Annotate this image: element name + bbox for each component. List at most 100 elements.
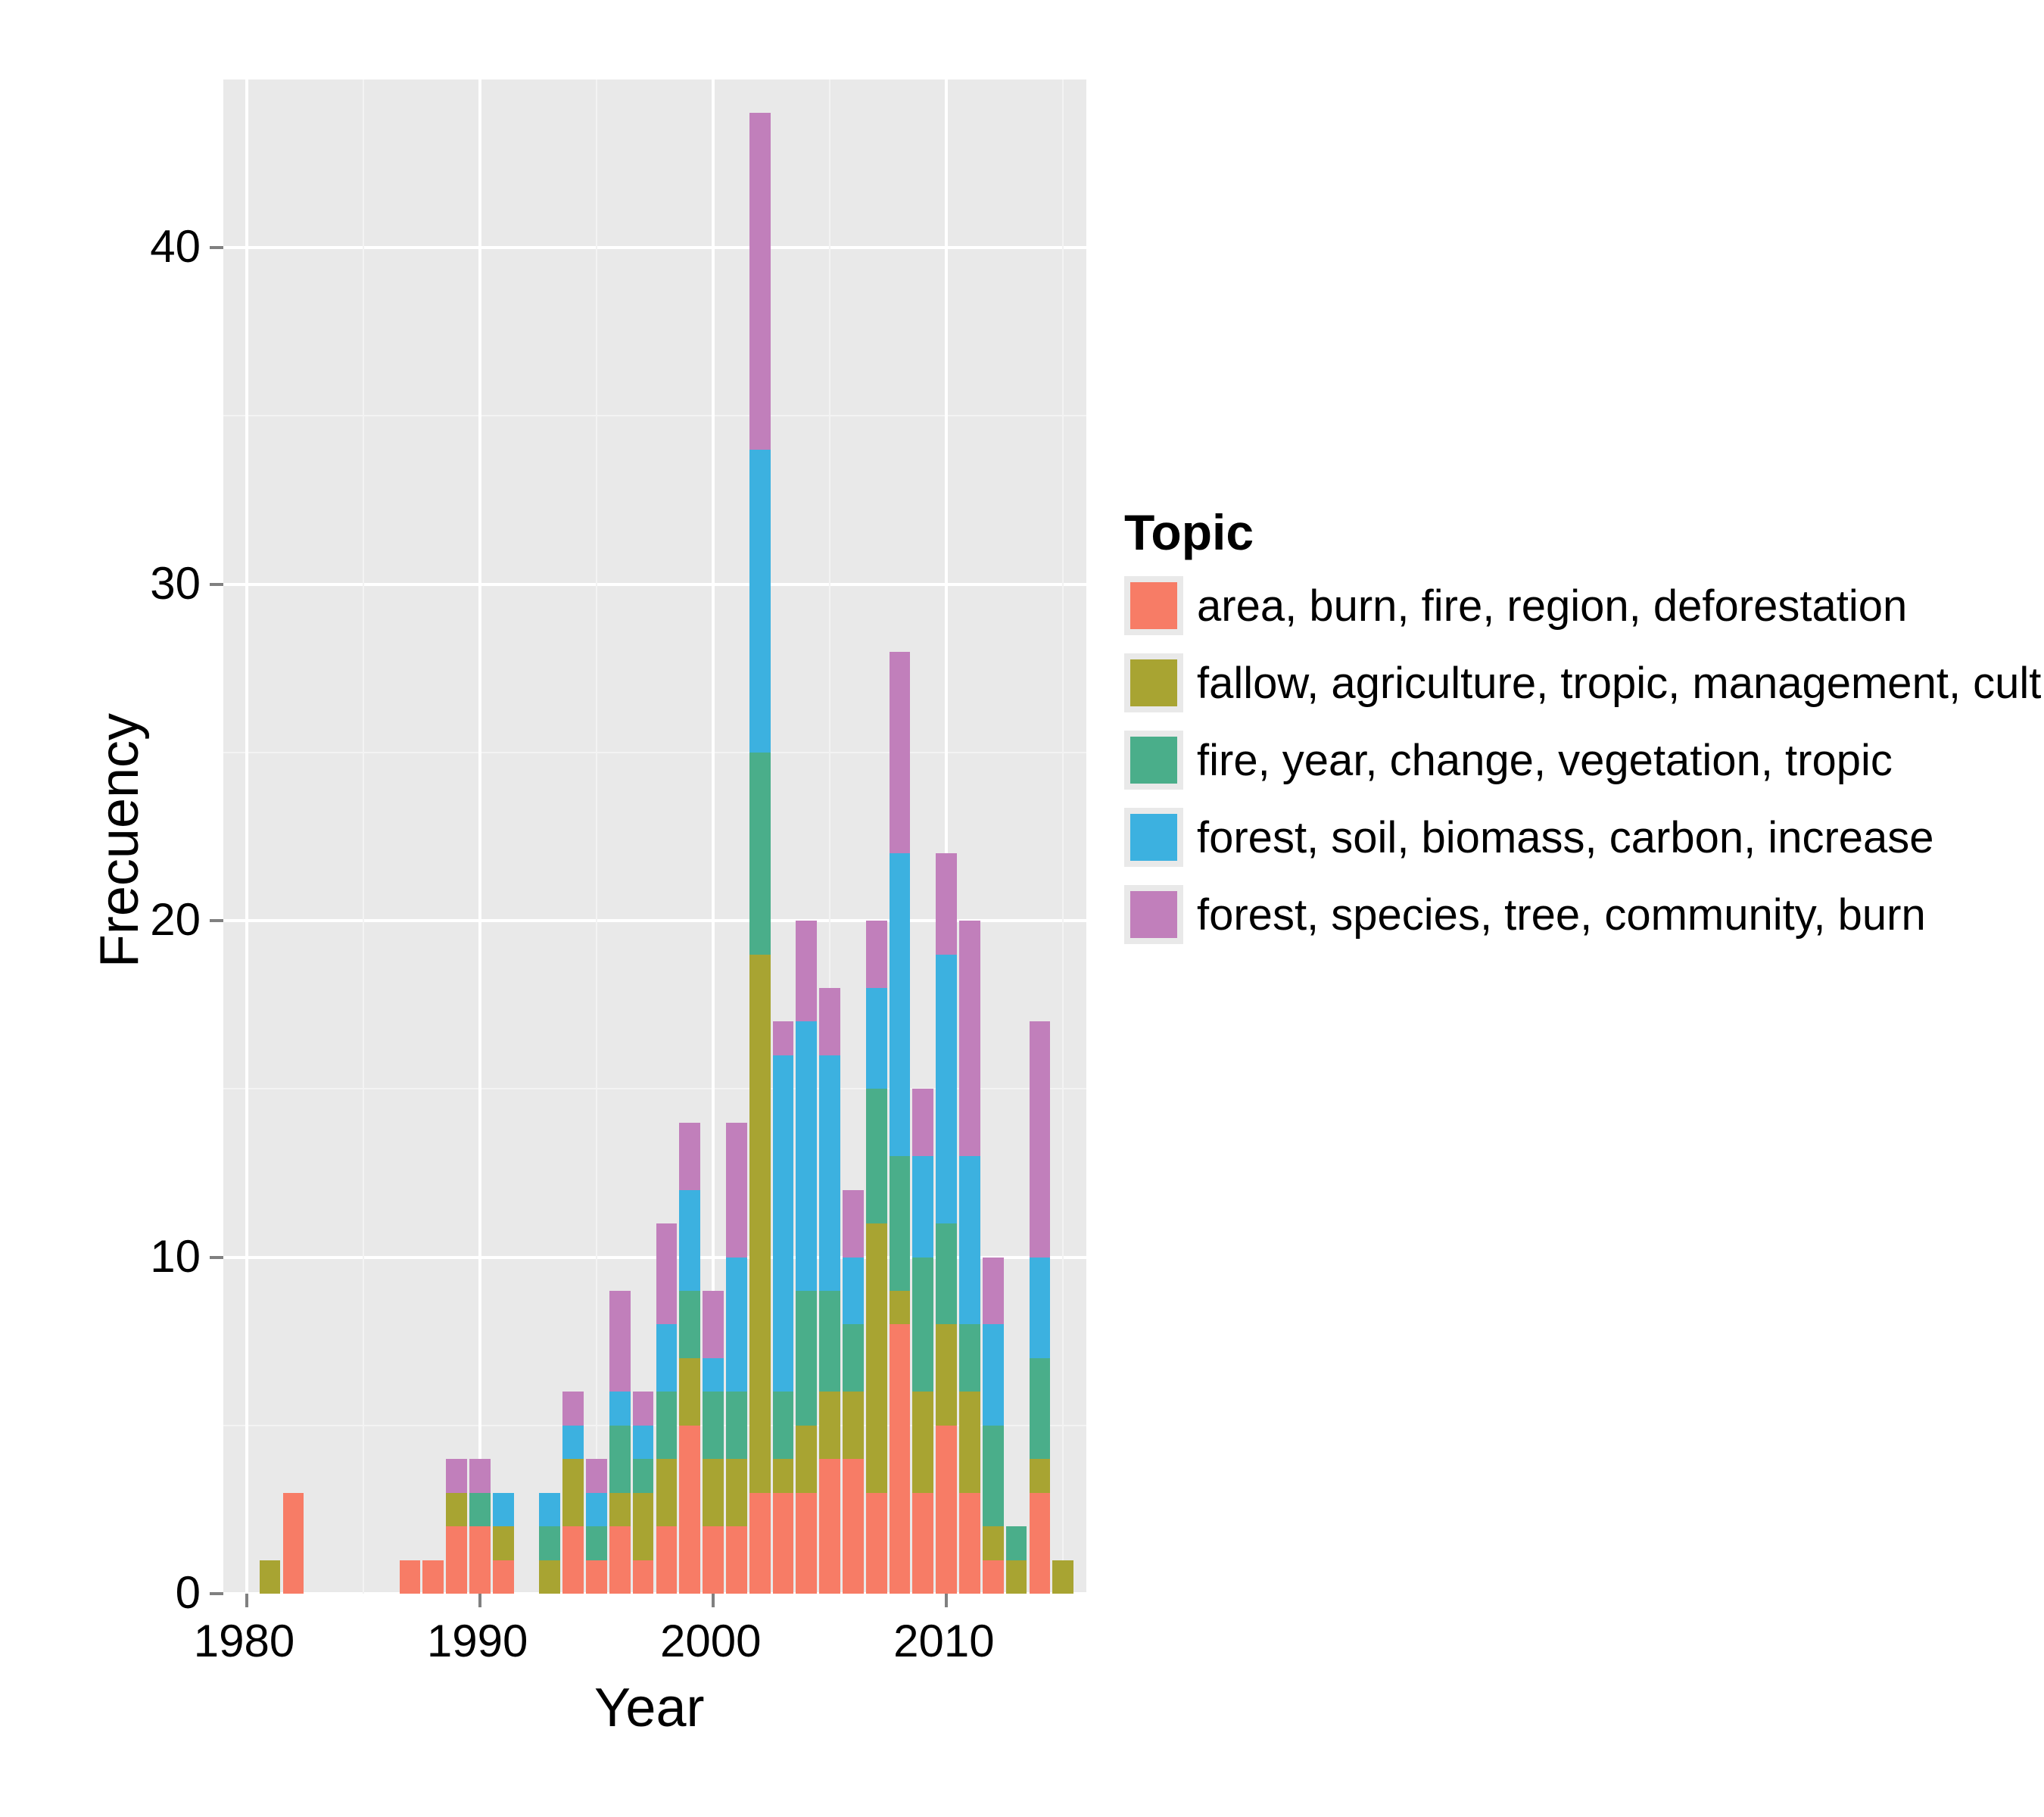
- bar-segment: [703, 1459, 724, 1526]
- bar-segment: [936, 1426, 957, 1594]
- bar-segment: [1006, 1526, 1027, 1560]
- x-tick: [478, 1594, 481, 1607]
- x-tick-label: 2010: [893, 1615, 994, 1667]
- bar-segment: [936, 1223, 957, 1324]
- bar-segment: [633, 1426, 654, 1459]
- y-tick-label: 30: [150, 557, 201, 609]
- bar-segment: [422, 1560, 444, 1594]
- bar-segment: [819, 1392, 840, 1459]
- bar-segment: [890, 652, 911, 854]
- bar-segment: [983, 1526, 1004, 1560]
- legend-swatch: [1124, 576, 1183, 635]
- bar-segment: [983, 1258, 1004, 1325]
- y-tick: [210, 583, 223, 586]
- bar-segment: [586, 1459, 607, 1492]
- bar-segment: [726, 1459, 747, 1526]
- bar-segment: [656, 1392, 678, 1459]
- bar-segment: [586, 1560, 607, 1594]
- bar-segment: [959, 1156, 980, 1324]
- bar-segment: [656, 1223, 678, 1324]
- legend-label: fire, year, change, vegetation, tropic: [1197, 735, 1893, 786]
- bar-segment: [959, 1392, 980, 1492]
- bar-segment: [609, 1291, 631, 1392]
- bar-segment: [703, 1392, 724, 1459]
- bar-segment: [866, 1223, 887, 1493]
- bar-segment: [586, 1526, 607, 1560]
- bar-segment: [796, 921, 817, 1021]
- bar-segment: [912, 1156, 933, 1257]
- bar-segment: [843, 1324, 864, 1392]
- y-tick-label: 10: [150, 1230, 201, 1282]
- x-tick: [945, 1594, 948, 1607]
- chart-frame: 0102030401980199020002010 Topic area, bu…: [45, 30, 1999, 1787]
- legend-item: area, burn, fire, region, deforestation: [1124, 576, 2044, 635]
- grid-minor-h: [223, 415, 1086, 416]
- grid-major-h: [223, 1256, 1086, 1259]
- bar-segment: [539, 1493, 560, 1526]
- bar-segment: [1030, 1021, 1051, 1257]
- bar-segment: [656, 1324, 678, 1392]
- bar-segment: [726, 1123, 747, 1258]
- bar-segment: [890, 1324, 911, 1594]
- plot-panel: [223, 79, 1086, 1594]
- grid-major-v: [245, 79, 248, 1594]
- legend-items: area, burn, fire, region, deforestation f…: [1124, 576, 2044, 944]
- bar-segment: [843, 1190, 864, 1258]
- legend: Topic area, burn, fire, region, deforest…: [1124, 503, 2044, 962]
- bar-segment: [609, 1426, 631, 1493]
- bar-segment: [539, 1560, 560, 1594]
- bar-segment: [633, 1392, 654, 1425]
- bar-segment: [983, 1560, 1004, 1594]
- bar-segment: [703, 1526, 724, 1594]
- bar-segment: [773, 1459, 794, 1492]
- bar-segment: [936, 1324, 957, 1425]
- bar-segment: [796, 1426, 817, 1493]
- y-tick-label: 0: [176, 1566, 201, 1619]
- bar-segment: [983, 1426, 1004, 1526]
- y-tick: [210, 919, 223, 922]
- bar-segment: [493, 1526, 514, 1560]
- grid-major-h: [223, 1592, 1086, 1595]
- bar-segment: [959, 1324, 980, 1392]
- bar-segment: [493, 1560, 514, 1594]
- bar-segment: [773, 1055, 794, 1392]
- bar-segment: [936, 955, 957, 1224]
- bar-segment: [562, 1526, 584, 1594]
- bar-segment: [773, 1493, 794, 1594]
- bar-segment: [866, 1089, 887, 1223]
- bar-segment: [749, 1493, 771, 1594]
- bar-segment: [1030, 1493, 1051, 1594]
- legend-label: fallow, agriculture, tropic, management,…: [1197, 658, 2044, 709]
- bar-segment: [866, 988, 887, 1089]
- y-tick-label: 20: [150, 893, 201, 946]
- bar-segment: [609, 1493, 631, 1526]
- bar-segment: [983, 1324, 1004, 1425]
- bar-segment: [866, 921, 887, 988]
- bar-segment: [959, 921, 980, 1156]
- bar-segment: [469, 1526, 491, 1594]
- bar-segment: [843, 1392, 864, 1459]
- legend-swatch: [1124, 731, 1183, 790]
- bar-segment: [656, 1526, 678, 1594]
- bar-segment: [446, 1459, 467, 1492]
- y-tick-label: 40: [150, 220, 201, 273]
- bar-segment: [1006, 1560, 1027, 1594]
- bar-segment: [773, 1392, 794, 1459]
- bar-segment: [493, 1493, 514, 1526]
- bar-segment: [819, 1459, 840, 1594]
- legend-title: Topic: [1124, 503, 2044, 561]
- bar-segment: [726, 1526, 747, 1594]
- bar-segment: [912, 1493, 933, 1594]
- grid-major-v: [478, 79, 481, 1594]
- x-tick-label: 1980: [194, 1615, 294, 1667]
- bar-segment: [796, 1021, 817, 1291]
- bar-segment: [633, 1459, 654, 1492]
- bar-segment: [562, 1426, 584, 1459]
- grid-minor-h: [223, 1425, 1086, 1426]
- bar-segment: [773, 1021, 794, 1055]
- legend-swatch: [1124, 653, 1183, 712]
- bar-segment: [726, 1392, 747, 1459]
- bar-segment: [819, 988, 840, 1055]
- bar-segment: [726, 1258, 747, 1392]
- bar-segment: [890, 1291, 911, 1324]
